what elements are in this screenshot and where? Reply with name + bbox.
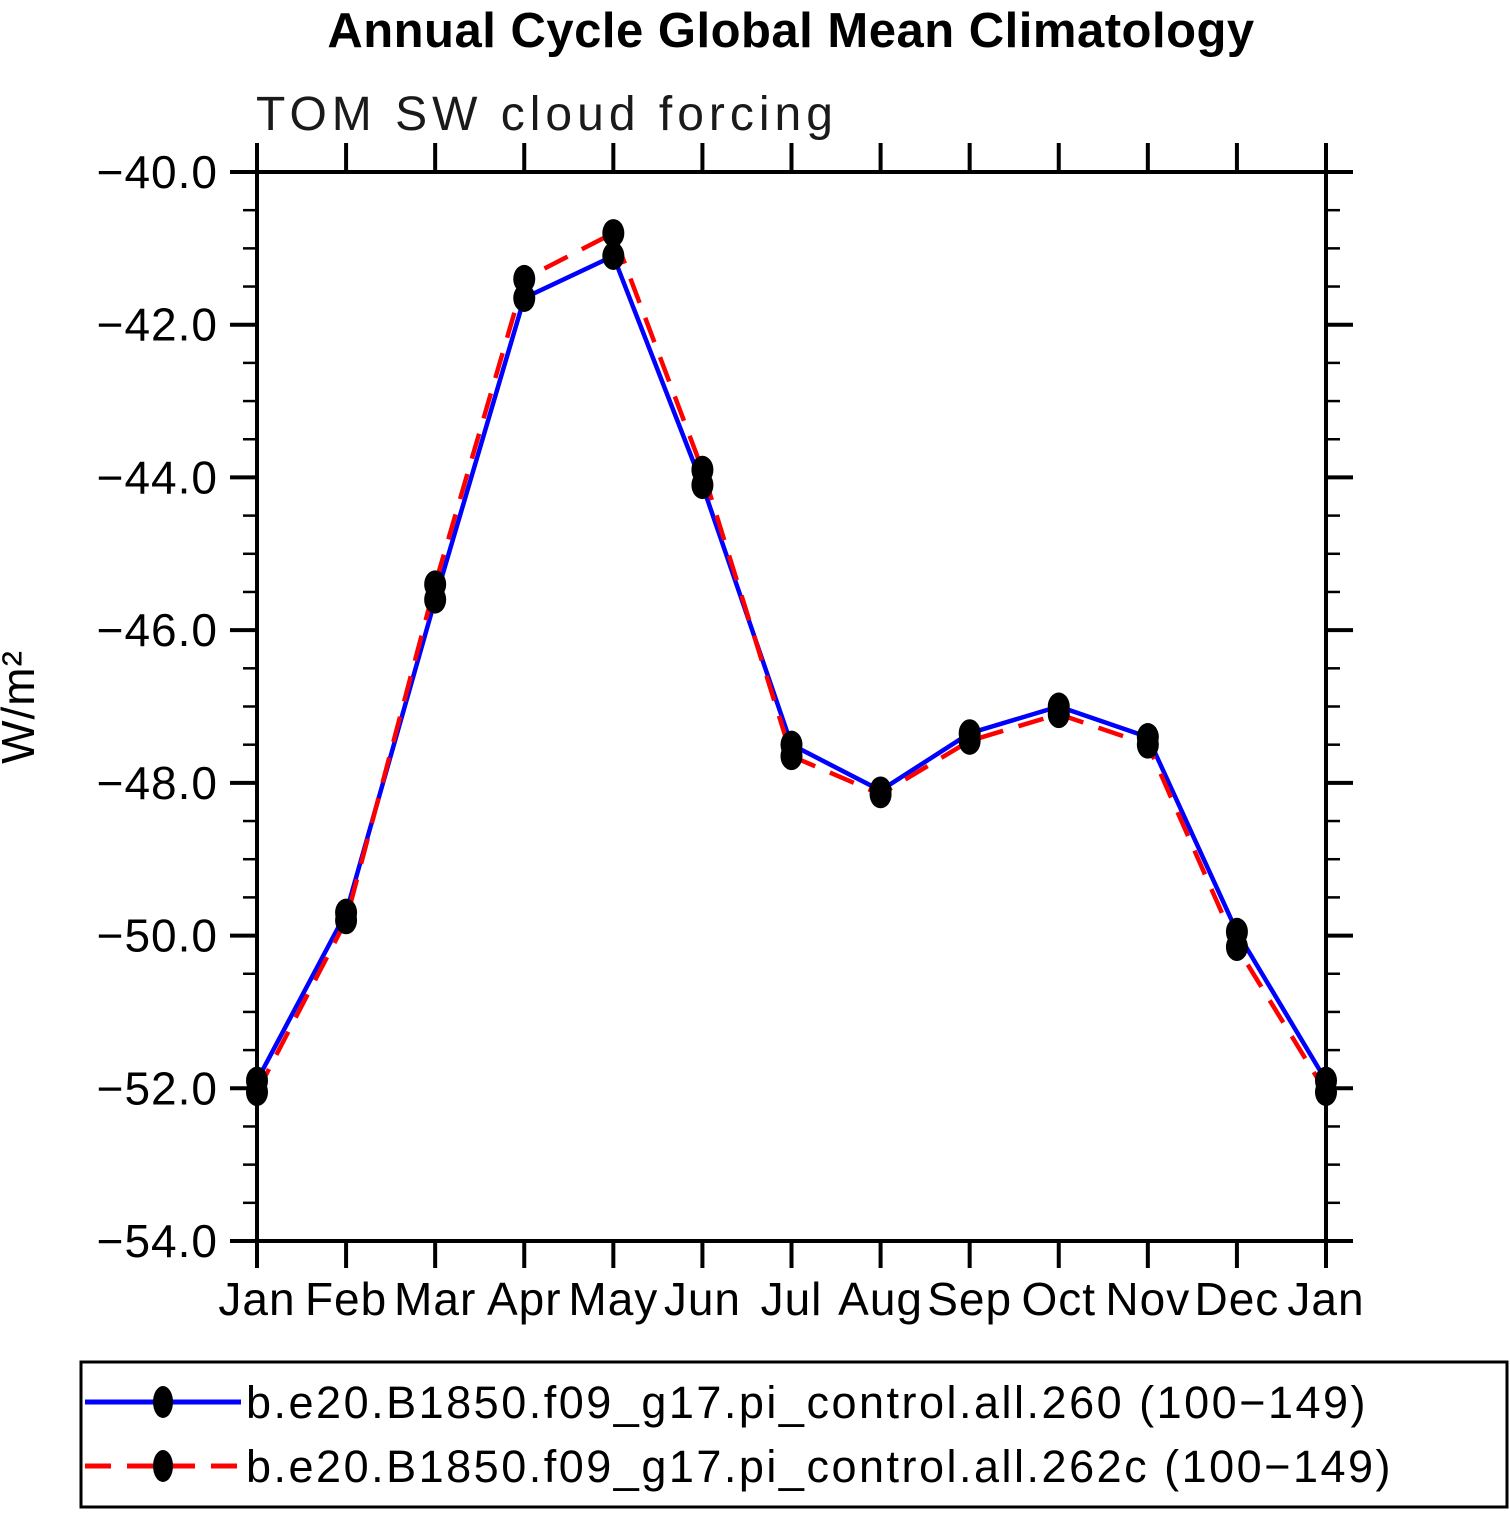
x-tick-label: Dec <box>1195 1273 1280 1325</box>
legend-entry-262c: b.e20.B1850.f09_g17.pi_control.all.262c … <box>85 1441 1393 1492</box>
y-tick-label: −54.0 <box>97 1215 218 1267</box>
x-tick-label: Feb <box>305 1273 387 1325</box>
data-point-marker <box>513 264 536 293</box>
x-tick-label: May <box>568 1273 658 1325</box>
legend-label-260: b.e20.B1850.f09_g17.pi_control.all.260 (… <box>246 1377 1368 1428</box>
legend: b.e20.B1850.f09_g17.pi_control.all.260 (… <box>79 1360 1509 1509</box>
data-point-marker <box>602 241 625 270</box>
series-line-blue-solid <box>255 252 1328 1082</box>
legend-label-262c: b.e20.B1850.f09_g17.pi_control.all.262c … <box>246 1441 1393 1492</box>
data-point-marker <box>869 780 892 809</box>
y-tick-label: −50.0 <box>97 910 218 962</box>
y-tick-label: −48.0 <box>97 757 218 809</box>
series-lines <box>255 229 1328 1094</box>
data-point-marker <box>958 726 981 755</box>
legend-marker-dot-icon <box>153 1386 173 1418</box>
x-axis-ticks <box>255 143 1328 1268</box>
x-axis-tick-labels: Jan Feb Mar Apr May Jun Jul Aug Sep Oct Nov Dec Jan <box>218 1273 1364 1325</box>
data-point-marker <box>1136 730 1159 759</box>
data-point-marker <box>246 1078 268 1107</box>
y-axis-ticks <box>230 170 1353 1243</box>
plot-frame <box>255 170 1328 1243</box>
x-tick-label: Aug <box>838 1273 923 1325</box>
x-tick-label: Oct <box>1021 1273 1096 1325</box>
x-tick-label: Mar <box>394 1273 476 1325</box>
y-tick-label: −40.0 <box>97 146 218 198</box>
y-axis-tick-labels: −40.0 −42.0 −44.0 −46.0 −48.0 −50.0 −52.0 −54.0 <box>97 146 218 1267</box>
y-tick-label: −42.0 <box>97 299 218 351</box>
x-tick-label: Jan <box>1287 1273 1364 1325</box>
y-tick-label: −52.0 <box>97 1062 218 1114</box>
x-tick-label: Jul <box>761 1273 823 1325</box>
y-axis-label: W/m² <box>0 650 44 764</box>
legend-marker-dot-icon <box>153 1450 173 1482</box>
data-point-marker <box>780 742 803 771</box>
x-tick-label: Nov <box>1105 1273 1190 1325</box>
y-tick-label: −44.0 <box>97 451 218 503</box>
y-tick-label: −46.0 <box>97 604 218 656</box>
page-title: Annual Cycle Global Mean Climatology <box>327 4 1254 58</box>
x-tick-label: Apr <box>487 1273 562 1325</box>
chart-subtitle: TOM SW cloud forcing <box>256 88 838 141</box>
data-point-marker <box>424 570 447 599</box>
data-point-marker <box>1225 933 1248 962</box>
data-point-marker <box>335 906 358 935</box>
data-point-marker <box>1047 700 1070 729</box>
x-tick-label: Sep <box>927 1273 1012 1325</box>
data-point-marker <box>1315 1078 1337 1107</box>
legend-box <box>79 1360 1509 1509</box>
x-tick-label: Jun <box>664 1273 741 1325</box>
series-markers <box>246 219 1337 1107</box>
data-point-marker <box>602 219 625 248</box>
x-tick-label: Jan <box>218 1273 295 1325</box>
legend-entry-260: b.e20.B1850.f09_g17.pi_control.all.260 (… <box>85 1377 1368 1428</box>
data-point-marker <box>691 455 714 484</box>
